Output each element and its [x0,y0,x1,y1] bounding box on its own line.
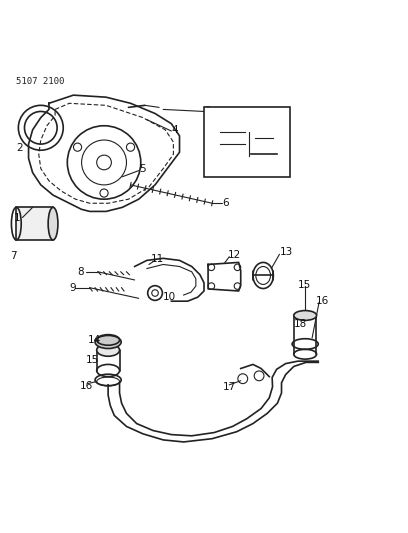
Text: 5: 5 [139,164,145,174]
Text: 15: 15 [86,356,99,365]
Ellipse shape [294,311,317,320]
Text: 3: 3 [204,107,211,116]
Text: 9: 9 [69,282,76,293]
Text: 5107 2100: 5107 2100 [16,77,65,86]
Text: 14: 14 [88,335,101,345]
Text: 16: 16 [316,296,329,306]
Text: 17: 17 [222,382,235,392]
Text: 8: 8 [78,267,84,277]
Text: 6: 6 [222,198,229,208]
Text: 1: 1 [14,213,21,223]
Text: 11: 11 [151,254,164,264]
Text: 18: 18 [294,319,307,329]
Text: 7: 7 [10,251,17,261]
Text: 2: 2 [16,143,23,153]
Text: 12: 12 [228,251,241,261]
Text: 19: 19 [234,166,247,175]
Ellipse shape [48,207,58,240]
Text: 15: 15 [298,280,311,290]
Bar [16,207,53,240]
Ellipse shape [97,344,120,356]
Text: 10: 10 [163,292,176,302]
Ellipse shape [95,335,121,349]
Bar [204,107,290,177]
Text: 16: 16 [80,381,93,391]
Text: 13: 13 [279,247,293,257]
Text: 4: 4 [171,125,178,135]
